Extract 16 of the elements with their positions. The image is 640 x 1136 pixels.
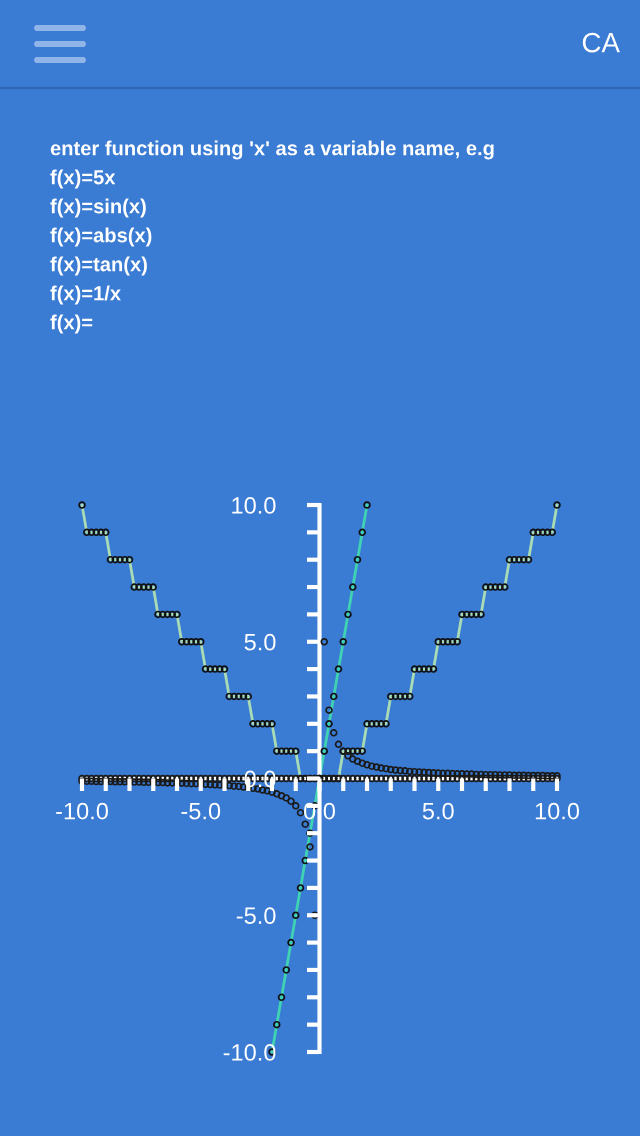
text: f(x)=sin(x) — [50, 198, 146, 218]
x-tick-label: 5.0 — [422, 802, 454, 820]
y-tick-label: -5.0 — [236, 907, 276, 925]
text: enter function using 'x' as a variable name, e.g — [50, 140, 494, 160]
text: f(x)=abs(x) — [50, 227, 152, 247]
text: f(x)=tan(x) — [50, 256, 147, 276]
x-tick-label: -10.0 — [56, 802, 108, 820]
text: f(x)= — [50, 314, 93, 334]
x-tick-label: -5.0 — [181, 802, 221, 820]
text: CA — [582, 32, 620, 53]
y-tick-label: 10.0 — [232, 497, 276, 514]
y-tick-label: -10.0 — [223, 1044, 276, 1061]
text: f(x)=1/x — [50, 285, 121, 305]
y-tick-label: 5.0 — [244, 633, 276, 651]
text: f(x)=5x — [50, 169, 116, 189]
x-tick-label: 10.0 — [535, 802, 580, 820]
